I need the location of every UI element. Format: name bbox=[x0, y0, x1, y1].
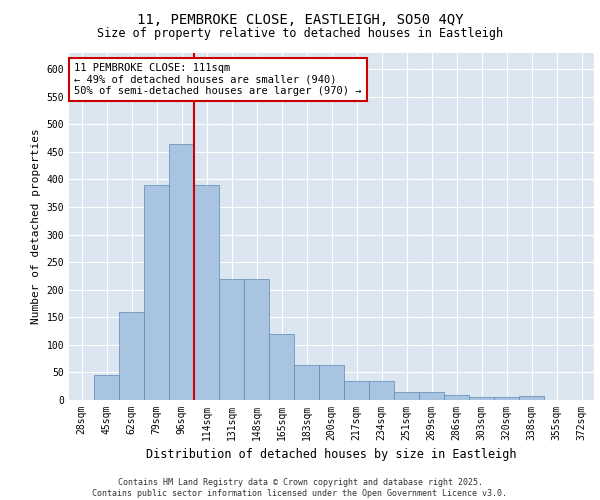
Bar bbox=[269, 334, 294, 400]
Bar bbox=[194, 185, 219, 400]
Text: 11, PEMBROKE CLOSE, EASTLEIGH, SO50 4QY: 11, PEMBROKE CLOSE, EASTLEIGH, SO50 4QY bbox=[137, 12, 463, 26]
Text: Contains HM Land Registry data © Crown copyright and database right 2025.
Contai: Contains HM Land Registry data © Crown c… bbox=[92, 478, 508, 498]
Bar bbox=[94, 375, 119, 400]
Bar bbox=[469, 397, 494, 400]
X-axis label: Distribution of detached houses by size in Eastleigh: Distribution of detached houses by size … bbox=[146, 448, 517, 462]
Text: 11 PEMBROKE CLOSE: 111sqm
← 49% of detached houses are smaller (940)
50% of semi: 11 PEMBROKE CLOSE: 111sqm ← 49% of detac… bbox=[74, 63, 362, 96]
Bar bbox=[494, 397, 519, 400]
Text: Size of property relative to detached houses in Eastleigh: Size of property relative to detached ho… bbox=[97, 28, 503, 40]
Bar bbox=[344, 380, 369, 400]
Bar bbox=[444, 395, 469, 400]
Bar bbox=[419, 392, 444, 400]
Bar bbox=[394, 392, 419, 400]
Bar bbox=[169, 144, 194, 400]
Bar bbox=[519, 396, 544, 400]
Bar bbox=[119, 312, 144, 400]
Bar bbox=[244, 278, 269, 400]
Bar bbox=[294, 365, 319, 400]
Y-axis label: Number of detached properties: Number of detached properties bbox=[31, 128, 41, 324]
Bar bbox=[369, 380, 394, 400]
Bar bbox=[144, 185, 169, 400]
Bar bbox=[219, 278, 244, 400]
Bar bbox=[319, 365, 344, 400]
